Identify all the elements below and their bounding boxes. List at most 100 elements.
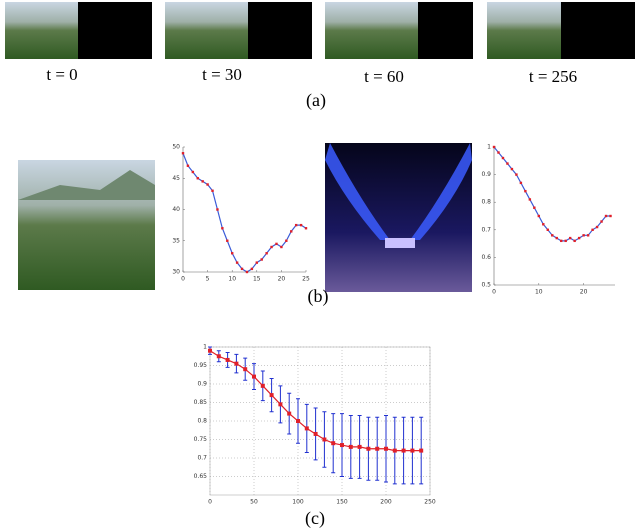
marker [226,239,229,242]
y-tick-label: 0.5 [481,282,491,289]
marker [348,444,353,449]
marker [564,239,567,243]
marker [501,156,505,160]
marker [419,448,424,453]
y-tick-label: 0.9 [481,171,491,178]
y-tick-label: 0.7 [481,226,491,233]
lights [325,143,472,240]
x-tick-label: 10 [228,276,236,283]
marker [216,354,221,359]
time-label: t = 30 [202,65,242,84]
thumbnails [5,2,635,59]
marker [551,234,554,237]
street-end [385,238,415,248]
caption: (a) [306,90,326,111]
marker [555,236,558,240]
marker [299,223,303,227]
y-tick-label: 0.75 [194,436,208,443]
photo-night-street [325,143,472,292]
marker [250,267,254,271]
y-tick-label: 0.95 [194,362,208,369]
marker [304,227,308,230]
marker [201,180,204,183]
marker [528,198,532,201]
marker [225,357,230,362]
time-label: t = 0 [46,65,77,84]
marker [287,411,292,416]
time-label: t = 256 [529,67,577,86]
mask [418,2,473,59]
x-tick-label: 0 [208,499,212,506]
marker [568,236,572,240]
y-tick-label: 0.85 [194,399,208,406]
marker [234,361,239,366]
caption: (b) [308,286,329,307]
marker [235,261,239,264]
marker [206,183,209,186]
marker [410,448,415,453]
marker [546,228,549,231]
marker [231,252,234,255]
marker [497,151,500,154]
marker [186,164,190,167]
mask [248,2,312,59]
caption: (c) [305,508,325,529]
series-line [493,146,611,242]
marker [322,437,327,442]
series-line [182,153,307,273]
marker [384,446,388,451]
x-tick-label: 25 [302,276,310,283]
y-tick-label: 50 [172,144,180,151]
marker [269,393,274,398]
marker [211,189,214,192]
marker [331,441,336,446]
y-tick-label: 0.8 [197,418,207,425]
x-tick-label: 50 [250,499,258,506]
y-tick-label: 0.6 [481,254,491,261]
marker [340,443,344,448]
y-tick-label: 35 [172,237,180,244]
marker [573,239,576,243]
marker [591,228,594,231]
marker [366,446,371,451]
marker [524,189,527,193]
y-tick-label: 1 [203,344,207,351]
y-tick-label: 0.9 [197,381,207,388]
time-label: t = 60 [364,67,404,86]
marker [252,374,256,379]
x-tick-label: 15 [253,276,261,283]
marker [260,258,263,261]
marker [208,348,212,353]
marker [243,367,248,372]
marker [260,383,265,388]
x-tick-label: 150 [336,499,348,506]
marker [294,223,298,227]
marker [181,152,185,155]
marker [492,145,496,149]
marker [375,446,380,451]
marker [537,214,541,218]
x-tick-label: 20 [580,289,588,296]
marker [595,225,599,229]
marker [515,173,518,176]
y-tick-label: 45 [172,175,180,182]
marker [604,214,608,218]
marker [357,444,362,449]
marker [304,426,309,431]
mask [561,2,635,59]
marker [542,223,545,226]
marker [313,431,318,436]
x-tick-label: 100 [292,499,304,506]
marker [577,236,581,240]
marker [401,448,406,453]
marker [278,402,283,407]
marker [506,162,509,165]
x-tick-label: 5 [206,276,210,283]
marker [280,245,283,249]
marker [290,230,293,233]
marker [600,220,603,223]
marker [196,177,199,180]
marker [392,448,397,453]
x-tick-label: 0 [181,276,185,283]
